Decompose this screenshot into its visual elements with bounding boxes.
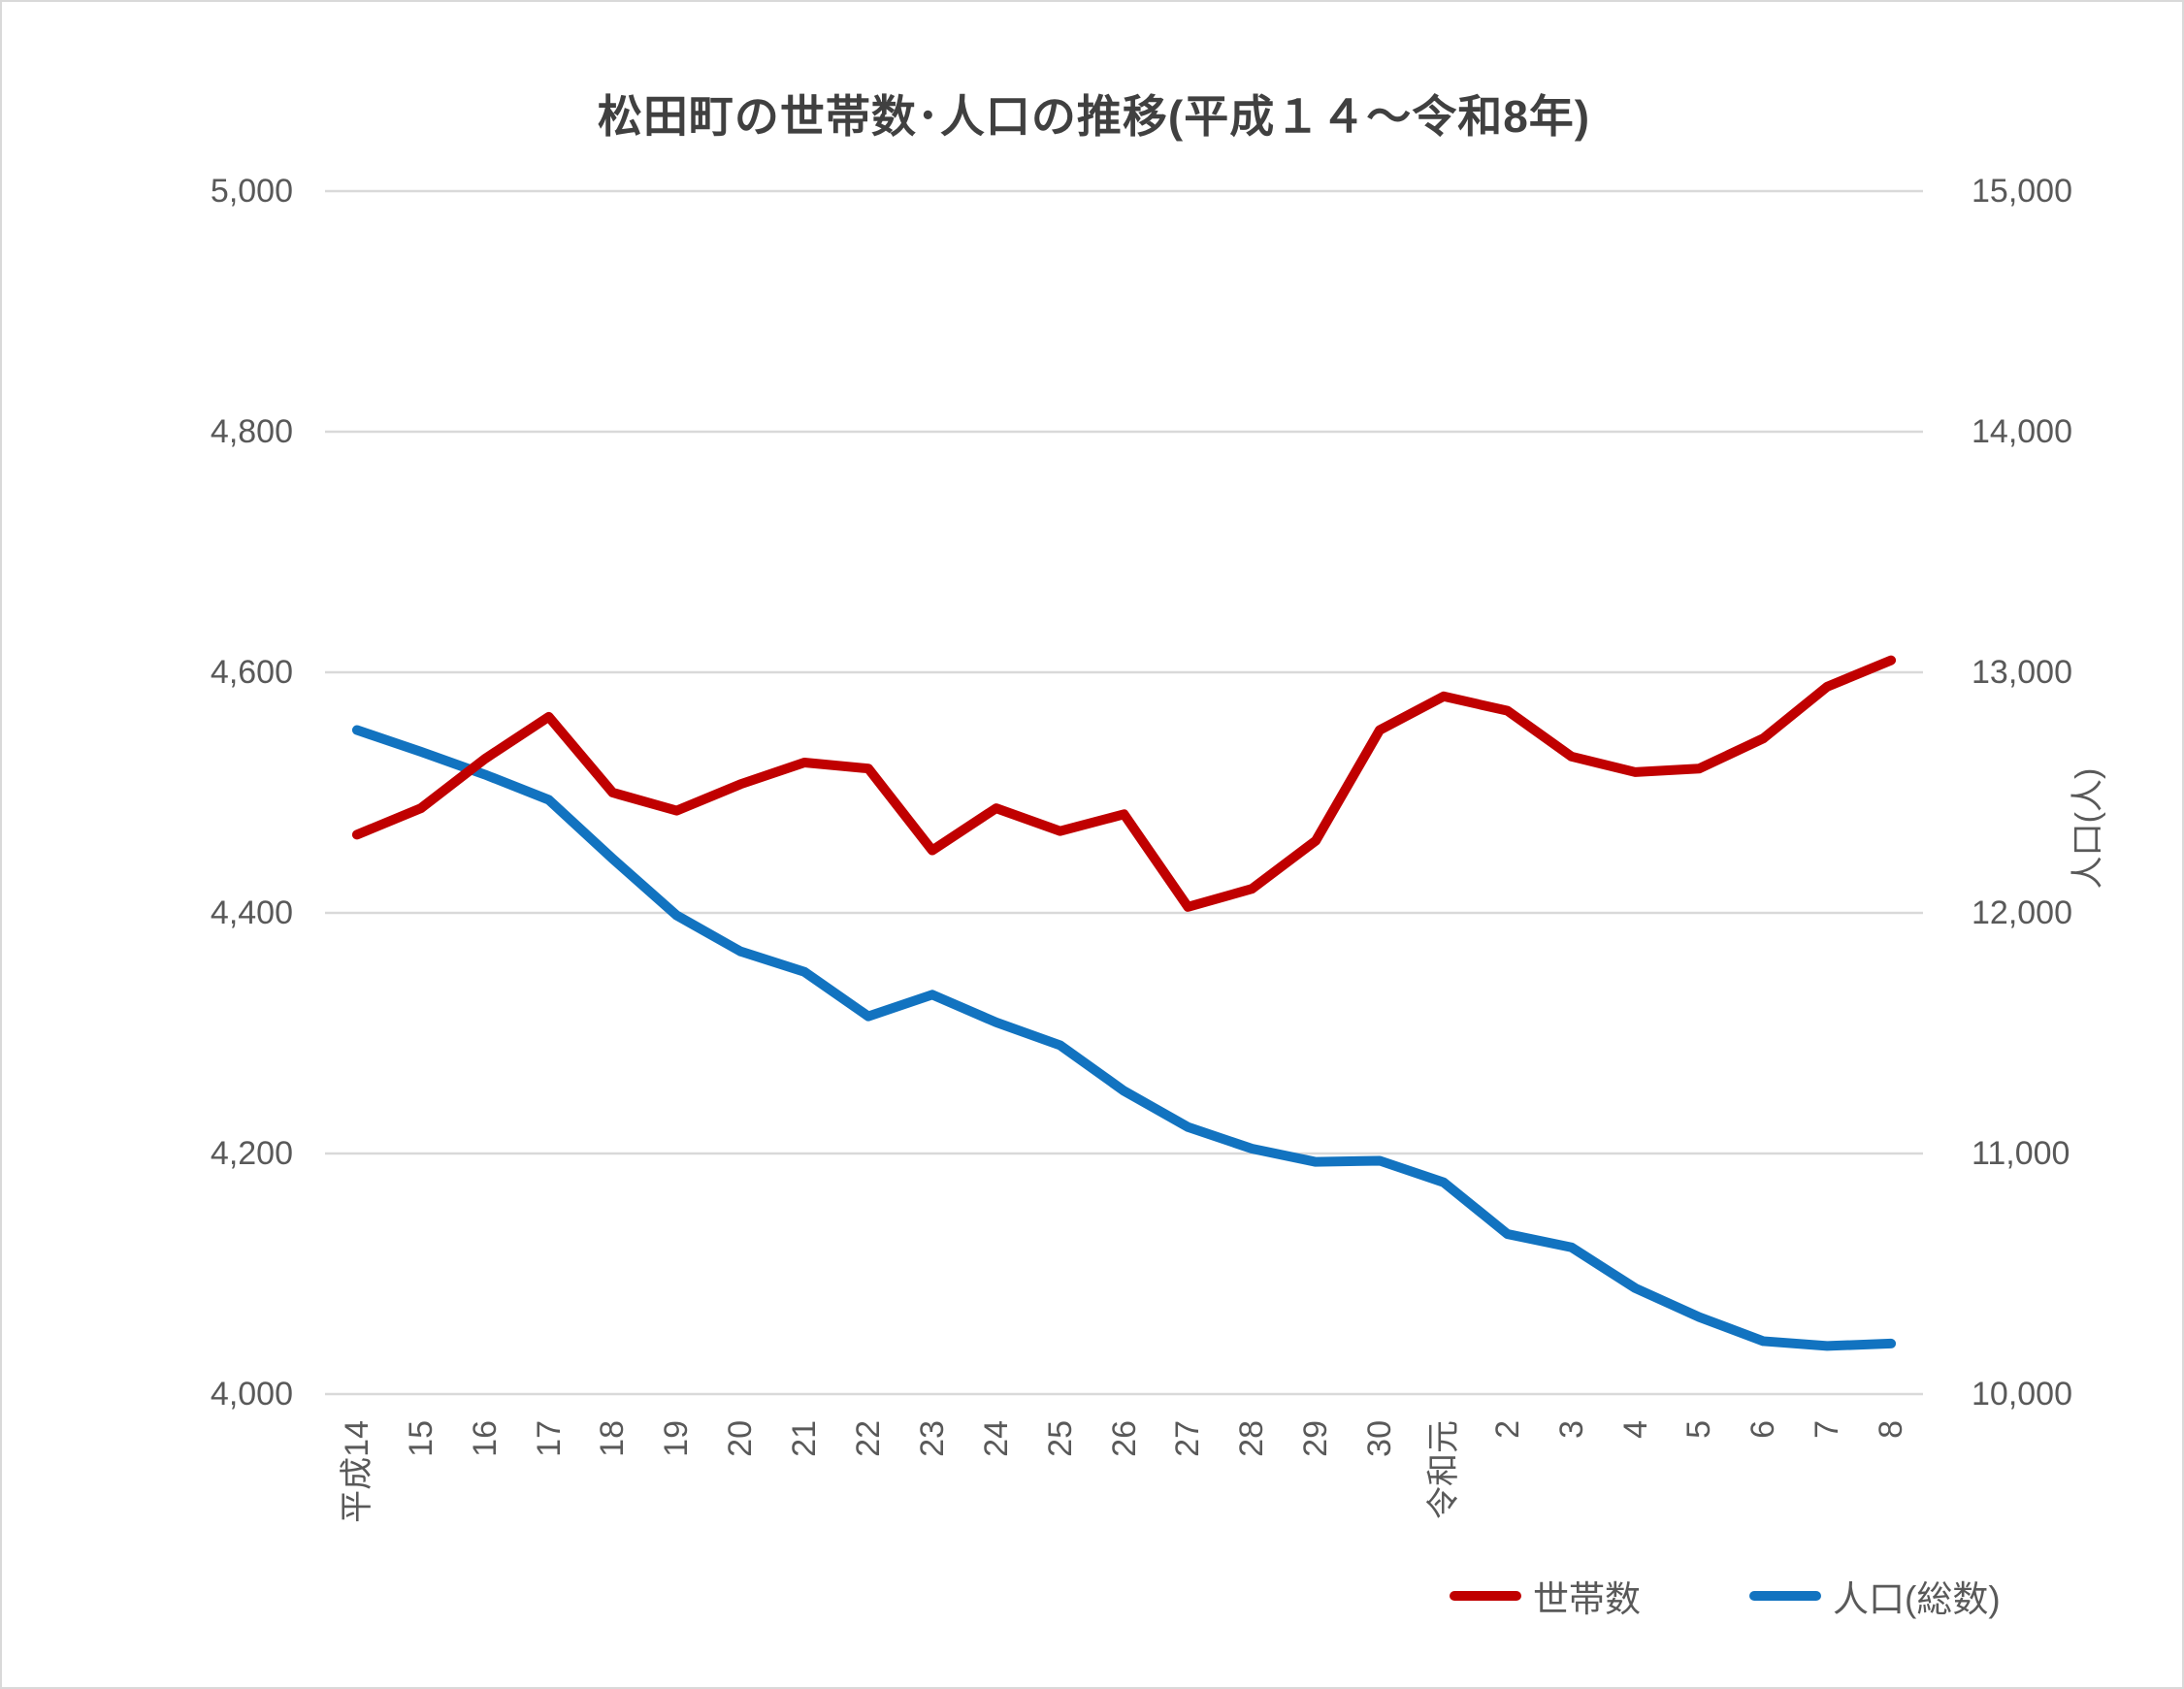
legend-label-households: 世帯数 [1533,1579,1641,1619]
right-axis-tick: 14,000 [1972,413,2072,450]
left-axis-tick: 4,400 [210,894,293,931]
x-axis-label: 20 [722,1420,760,1457]
right-axis-tick: 11,000 [1972,1135,2070,1172]
right-axis-tick: 15,000 [1972,173,2072,210]
right-axis-tick: 13,000 [1972,654,2072,691]
x-axis-label: 6 [1744,1420,1782,1439]
x-axis-label: 15 [402,1420,440,1457]
x-axis-label: 29 [1297,1420,1335,1457]
legend-item-population: 人口(総数) [1749,1570,2001,1622]
x-axis-label: 26 [1105,1420,1143,1457]
x-axis-label: 25 [1041,1420,1079,1457]
x-axis-label: 22 [849,1420,887,1457]
x-axis-label: 16 [466,1420,504,1457]
right-axis-tick: 10,000 [1972,1376,2072,1413]
x-axis-label: 8 [1873,1420,1910,1439]
x-axis-label: 7 [1809,1420,1846,1439]
x-axis-label: 19 [658,1420,696,1457]
x-axis-label: 30 [1361,1420,1399,1457]
x-axis-label: 平成14 [338,1420,375,1523]
population-line-swatch [1749,1591,1821,1601]
series-line-人口(総数) [351,725,1897,1351]
series-line-世帯数 [351,655,1897,912]
x-axis-label: 3 [1552,1420,1590,1439]
x-axis-label: 2 [1488,1420,1526,1439]
chart-title: 松田町の世帯数･人口の推移(平成１４～令和8年) [597,91,1591,142]
left-axis-tick: 4,200 [210,1135,293,1172]
x-axis-label: 令和元 [1424,1420,1462,1519]
right-axis-title: 人口(人) [2070,767,2106,890]
x-axis-label: 5 [1680,1420,1718,1439]
right-axis-tick: 12,000 [1972,894,2072,931]
x-axis-label: 23 [913,1420,951,1457]
x-axis-label: 4 [1616,1420,1654,1439]
legend: 世帯数 人口(総数) [1450,1570,2001,1622]
left-axis-tick: 4,600 [210,654,293,691]
left-axis-tick: 4,800 [210,413,293,450]
x-axis-label: 27 [1169,1420,1207,1457]
x-axis-label: 17 [530,1420,568,1457]
x-axis-label: 28 [1233,1420,1271,1457]
x-axis-label: 24 [977,1420,1015,1457]
legend-item-households: 世帯数 [1450,1570,1641,1622]
households-line-swatch [1450,1591,1521,1601]
legend-label-population: 人口(総数) [1833,1579,2001,1619]
left-axis-tick: 4,000 [210,1376,293,1413]
left-axis-tick: 5,000 [210,173,293,210]
x-axis-label: 21 [786,1420,824,1457]
x-axis-label: 18 [594,1420,632,1457]
